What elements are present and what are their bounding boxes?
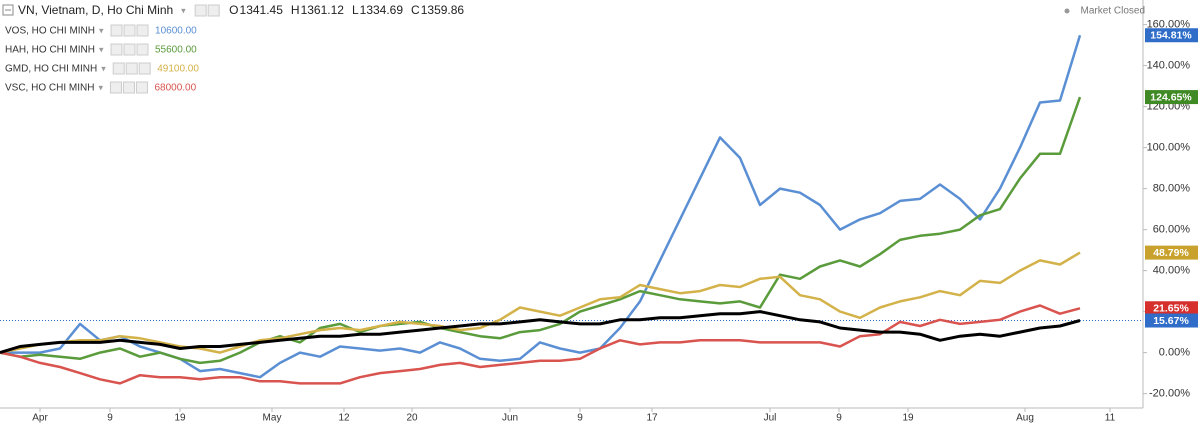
icon[interactable] bbox=[207, 4, 220, 17]
y-tick-label: 0.00% bbox=[1159, 347, 1190, 359]
dropdown-arrow: ▾ bbox=[101, 63, 106, 73]
legend-name: HAH, HO CHI MINH bbox=[5, 45, 95, 56]
x-tick-label: Apr bbox=[32, 413, 48, 424]
end-label: 48.79% bbox=[1153, 247, 1189, 259]
end-label-box bbox=[1145, 90, 1198, 105]
x-tick-label: 9 bbox=[836, 413, 842, 424]
market-status: Market Closed bbox=[1081, 6, 1145, 17]
x-tick-label: Jul bbox=[764, 413, 777, 424]
icon[interactable] bbox=[109, 81, 122, 94]
x-tick-label: 12 bbox=[338, 413, 350, 424]
dropdown-arrow: ▾ bbox=[98, 82, 103, 92]
x-tick-label: 9 bbox=[577, 413, 583, 424]
legend-price: 10600.00 bbox=[155, 26, 197, 37]
ohlc-label: C bbox=[411, 3, 420, 17]
series-line bbox=[0, 251, 1081, 354]
legend-name: VOS, HO CHI MINH bbox=[5, 26, 95, 37]
y-tick-label: 160.00% bbox=[1147, 19, 1191, 31]
end-label-box bbox=[1145, 245, 1198, 260]
x-tick-label: Jun bbox=[502, 413, 518, 424]
end-label: 15.67% bbox=[1153, 315, 1189, 327]
end-label-box bbox=[1145, 301, 1198, 316]
icon[interactable] bbox=[135, 81, 148, 94]
chart-title: VN, Vietnam, D, Ho Chi Minh bbox=[18, 3, 173, 17]
y-tick-label: 100.00% bbox=[1147, 142, 1191, 154]
y-tick-label: -20.00% bbox=[1149, 388, 1190, 400]
legend-price: 49100.00 bbox=[157, 64, 199, 75]
icon[interactable] bbox=[194, 4, 207, 17]
x-tick-label: 11 bbox=[1105, 413, 1116, 424]
ohlc-value: 1334.69 bbox=[360, 3, 404, 17]
ohlc-label: O bbox=[229, 3, 238, 17]
x-tick-label: Aug bbox=[1016, 413, 1034, 424]
icon[interactable] bbox=[112, 62, 125, 75]
ohlc-label: L bbox=[352, 3, 359, 17]
collapse-icon[interactable] bbox=[2, 4, 14, 16]
icon[interactable] bbox=[125, 62, 138, 75]
x-tick-label: May bbox=[263, 413, 282, 424]
dropdown-arrow: ▾ bbox=[99, 44, 104, 54]
icon[interactable] bbox=[123, 43, 136, 56]
x-tick-label: 9 bbox=[107, 413, 113, 424]
dropdown-arrow: ▾ bbox=[181, 5, 186, 15]
status-dot bbox=[1064, 8, 1070, 14]
series-line bbox=[0, 304, 1081, 385]
legend-price: 55600.00 bbox=[155, 45, 197, 56]
end-label: 154.81% bbox=[1150, 30, 1192, 42]
end-label-box bbox=[1145, 313, 1198, 328]
series-line bbox=[0, 310, 1081, 355]
y-tick-label: 80.00% bbox=[1153, 183, 1191, 195]
x-tick-label: 19 bbox=[902, 413, 914, 424]
x-tick-label: 17 bbox=[646, 413, 658, 424]
icon[interactable] bbox=[122, 81, 135, 94]
dropdown-arrow: ▾ bbox=[99, 25, 104, 35]
x-tick-label: 20 bbox=[406, 413, 418, 424]
ohlc-value: 1341.45 bbox=[240, 3, 284, 17]
icon[interactable] bbox=[136, 24, 149, 37]
icon[interactable] bbox=[110, 43, 123, 56]
icon[interactable] bbox=[138, 62, 151, 75]
ohlc-value: 1359.86 bbox=[421, 3, 465, 17]
ohlc-label: H bbox=[291, 3, 300, 17]
y-tick-label: 140.00% bbox=[1147, 60, 1191, 72]
end-label-box bbox=[1145, 28, 1198, 43]
icon[interactable] bbox=[110, 24, 123, 37]
icon[interactable] bbox=[123, 24, 136, 37]
series-line bbox=[0, 96, 1082, 365]
end-label: 21.65% bbox=[1153, 303, 1189, 315]
legend-name: GMD, HO CHI MINH bbox=[5, 64, 97, 75]
legend-price: 68000.00 bbox=[154, 83, 196, 94]
end-label: 124.65% bbox=[1150, 91, 1192, 103]
legend-name: VSC, HO CHI MINH bbox=[5, 83, 94, 94]
x-tick-label: 19 bbox=[174, 413, 186, 424]
ohlc-value: 1361.12 bbox=[301, 3, 345, 17]
y-tick-label: 60.00% bbox=[1153, 224, 1191, 236]
y-tick-label: 40.00% bbox=[1153, 265, 1191, 277]
icon[interactable] bbox=[136, 43, 149, 56]
